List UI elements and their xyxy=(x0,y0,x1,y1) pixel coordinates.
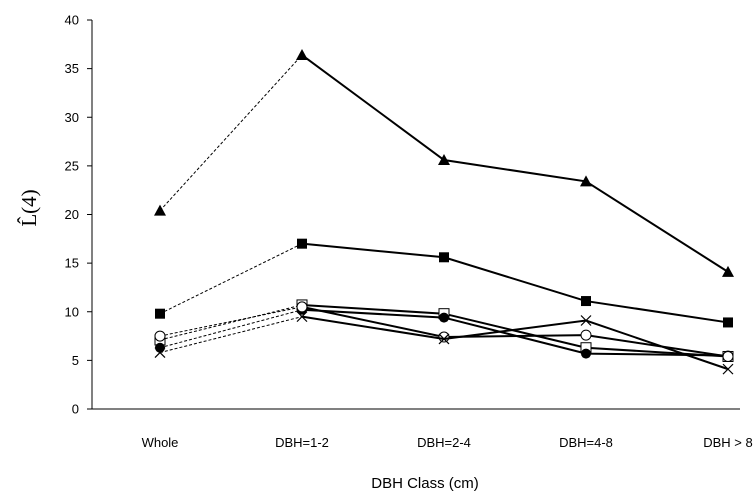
data-point-x xyxy=(438,333,450,345)
data-point-open-circle xyxy=(722,350,734,362)
data-point-x xyxy=(580,315,592,326)
series-line xyxy=(301,315,729,371)
data-point-square xyxy=(581,296,591,307)
data-point-x xyxy=(722,363,734,375)
series-segment-dashed xyxy=(159,243,303,315)
data-point-square xyxy=(439,252,449,263)
x-tick-label: DBH=4-8 xyxy=(559,435,613,450)
x-tick-label: DBH=1-2 xyxy=(275,435,329,450)
x-axis-ticks: Whole DBH=1-2 DBH=2-4 DBH=4-8 DBH > 8 xyxy=(142,435,753,450)
data-point-square xyxy=(297,238,307,249)
series-segment-dashed xyxy=(159,316,303,354)
series-segment-dashed xyxy=(159,304,303,341)
data-point-circle xyxy=(581,348,591,359)
y-tick-label: 5 xyxy=(72,353,79,368)
y-tick-label: 15 xyxy=(65,256,79,271)
data-point-open-circle xyxy=(580,329,592,341)
x-tick-label: Whole xyxy=(142,435,179,450)
series-segment-dashed xyxy=(159,54,303,211)
y-tick-label: 30 xyxy=(65,110,79,125)
data-point-triangle xyxy=(722,265,734,277)
series-line xyxy=(301,54,729,273)
data-point-x xyxy=(154,347,166,359)
series-filled-square xyxy=(155,238,733,328)
x-tick-label: DBH=2-4 xyxy=(417,435,471,450)
y-axis-ticks: 0 5 10 15 20 25 30 35 40 xyxy=(65,13,92,417)
x-tick-label: DBH > 8 xyxy=(703,435,753,450)
data-point-triangle xyxy=(580,175,592,187)
data-point-triangle xyxy=(154,204,166,216)
data-point-open-circle xyxy=(154,330,166,342)
data-point-square xyxy=(155,308,165,319)
y-tick-label: 35 xyxy=(65,61,79,76)
data-point-square xyxy=(723,317,733,328)
series-segment-dashed xyxy=(159,306,303,337)
data-point-triangle xyxy=(438,154,450,166)
series-line xyxy=(301,308,729,357)
series-filled-triangle xyxy=(154,49,734,277)
data-point-circle xyxy=(155,342,165,353)
y-tick-label: 10 xyxy=(65,304,79,319)
y-tick-label: 40 xyxy=(65,13,79,28)
data-point-open-circle xyxy=(296,301,308,313)
y-axis-title: L̂(4) xyxy=(17,189,41,226)
x-axis-title: DBH Class (cm) xyxy=(371,475,479,492)
y-tick-label: 20 xyxy=(65,207,79,222)
y-tick-label: 0 xyxy=(72,402,79,417)
data-point-triangle xyxy=(296,49,308,61)
data-point-x xyxy=(296,311,308,323)
series-line xyxy=(301,242,729,324)
series-segment-dashed xyxy=(159,309,303,349)
series-group xyxy=(154,49,734,375)
data-point-open-circle xyxy=(438,331,450,343)
y-tick-label: 25 xyxy=(65,158,79,173)
series-x xyxy=(154,311,734,375)
data-point-circle xyxy=(439,312,449,323)
